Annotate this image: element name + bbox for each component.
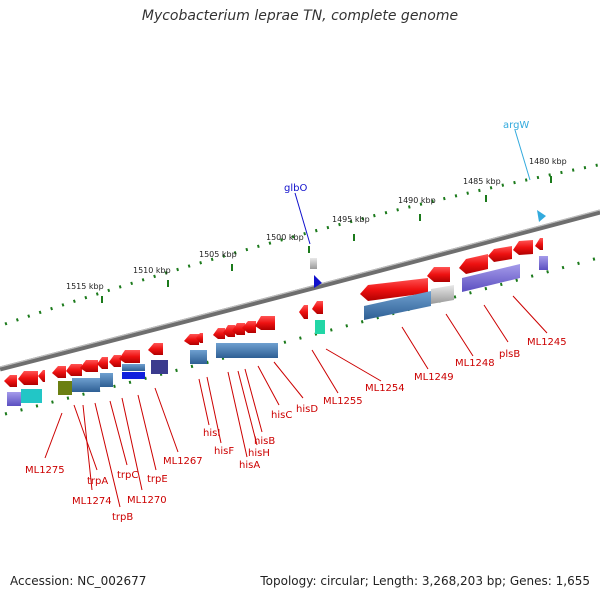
- gene-label: ML1275: [25, 465, 65, 476]
- trna-marker-argw: [537, 210, 546, 222]
- gene-label: glbO: [284, 183, 307, 194]
- glbo-leader: [294, 192, 311, 245]
- gene-label: ML1248: [455, 358, 495, 369]
- gene-label: hisC: [271, 410, 292, 421]
- annotation-blocks: [7, 256, 548, 406]
- gene-label: hisI: [203, 428, 220, 439]
- gene-label: hisA: [239, 460, 260, 471]
- scale-label: 1480 kbp: [529, 157, 567, 166]
- accession-text: Accession: NC_002677: [10, 574, 147, 588]
- scale-label: 1515 kbp: [66, 282, 104, 291]
- gene-label: trpE: [147, 474, 168, 485]
- gene-label: trpB: [112, 512, 133, 523]
- gene-label: ML1249: [414, 372, 454, 383]
- gene-label: ML1267: [163, 456, 203, 467]
- gene-label: ML1274: [72, 496, 112, 507]
- gene-labels: ML1275 trpA ML1274 trpB trpC ML1270 trpE…: [25, 120, 567, 523]
- gene-label: hisH: [248, 448, 270, 459]
- leader-lines: [44, 295, 548, 508]
- genome-backbone: [0, 209, 600, 372]
- gene-label: trpC: [117, 470, 138, 481]
- argw-leader: [514, 129, 531, 181]
- scale-label: 1500 kbp: [266, 233, 304, 242]
- inner-tick-ring: [4, 256, 599, 416]
- gene-label: hisD: [296, 404, 318, 415]
- gene-label: plsB: [499, 349, 520, 360]
- cds-features: [4, 238, 543, 387]
- topology-text: Topology: circular; Length: 3,268,203 bp…: [260, 574, 590, 588]
- major-ticks: [101, 176, 552, 303]
- gene-label: ML1270: [127, 495, 167, 506]
- gene-label: trpA: [87, 476, 108, 487]
- gene-label: ML1254: [365, 383, 405, 394]
- gene-label: hisF: [214, 446, 234, 457]
- map-title: Mycobacterium leprae TN, complete genome: [141, 8, 459, 24]
- gene-label: ML1245: [527, 337, 567, 348]
- scale-labels: 1515 kbp 1510 kbp 1505 kbp 1500 kbp 1495…: [66, 157, 567, 291]
- outer-scale-ring: [4, 163, 599, 326]
- genome-backbone-highlight: [0, 209, 600, 368]
- scale-label: 1495 kbp: [332, 215, 370, 224]
- rna-marker-glbo: [314, 275, 322, 288]
- scale-label: 1505 kbp: [199, 250, 237, 259]
- gene-label: hisB: [254, 436, 275, 447]
- scale-label: 1490 kbp: [398, 196, 436, 205]
- gene-label: argW: [503, 120, 529, 131]
- scale-label: 1485 kbp: [463, 177, 501, 186]
- scale-label: 1510 kbp: [133, 266, 171, 275]
- gene-label: ML1255: [323, 396, 363, 407]
